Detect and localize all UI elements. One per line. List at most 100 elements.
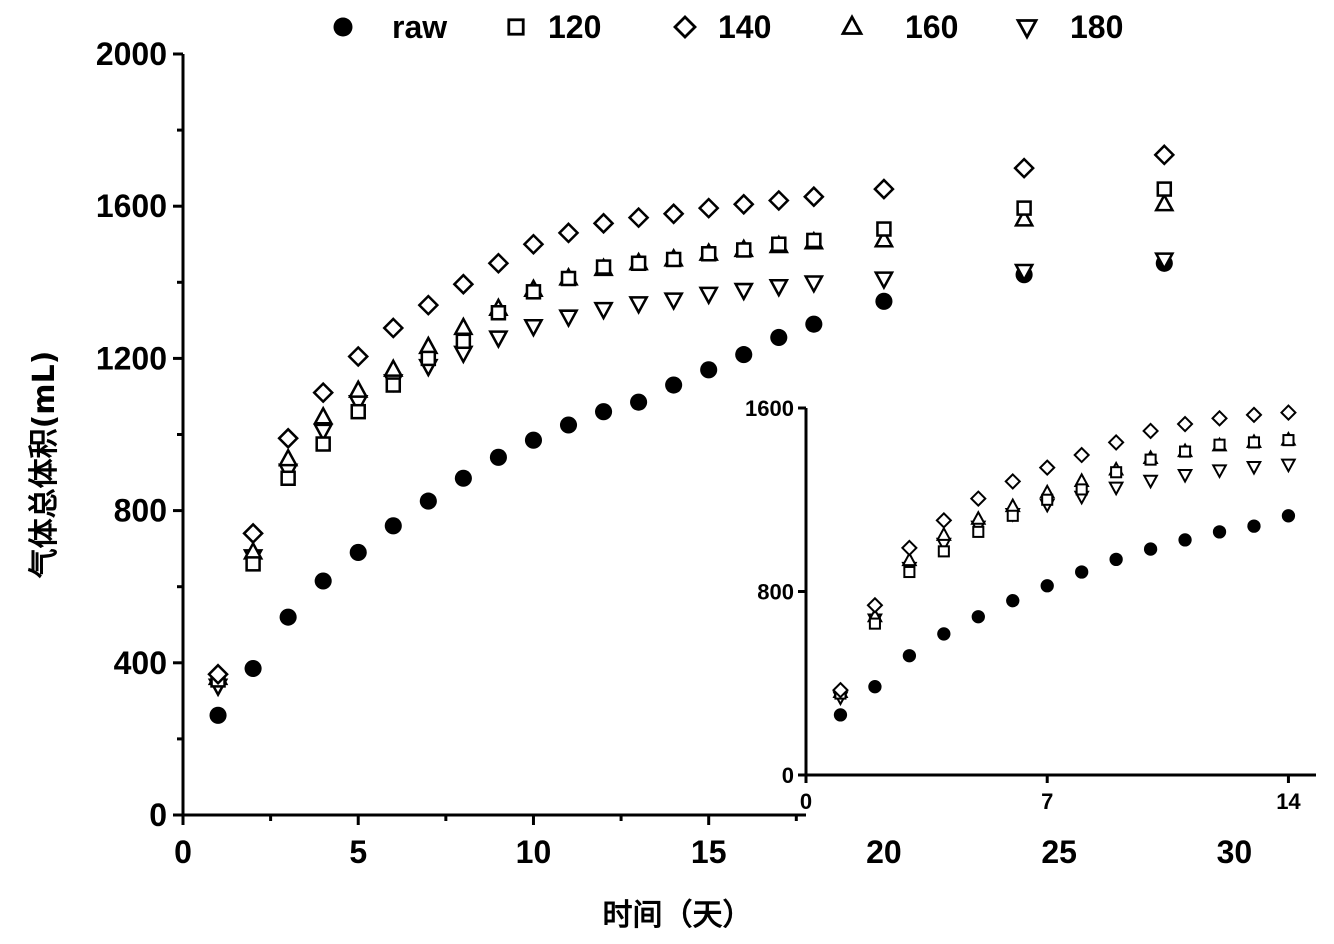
inset-data-point <box>1247 436 1261 449</box>
data-point <box>1154 192 1175 212</box>
data-point <box>453 316 474 336</box>
inset-data-point <box>1038 459 1056 477</box>
data-point <box>1016 200 1032 216</box>
y-tick-label: 0 <box>149 797 167 833</box>
inset-data-point <box>1176 415 1194 433</box>
data-point <box>207 663 229 685</box>
inset-x-tick-label: 14 <box>1276 789 1301 814</box>
data-point <box>768 189 790 212</box>
data-point <box>700 246 717 262</box>
inset-y-tick-label: 800 <box>757 580 794 605</box>
inset-data-point <box>971 610 985 624</box>
data-point <box>733 282 754 302</box>
x-tick-label: 0 <box>174 834 192 870</box>
data-point <box>732 193 755 216</box>
data-point <box>383 358 404 377</box>
y-axis-title: 气体总体积(mL) <box>27 351 62 579</box>
data-point <box>277 427 299 450</box>
data-point <box>1013 207 1035 227</box>
y-tick-label: 400 <box>114 645 167 681</box>
inset-data-point <box>901 551 918 567</box>
data-point <box>525 284 542 300</box>
data-point <box>557 222 580 244</box>
data-point <box>1013 263 1035 283</box>
data-point <box>559 416 578 434</box>
legend-label: 160 <box>905 9 958 45</box>
inset-data-point <box>1245 406 1263 424</box>
inset-data-point <box>868 680 882 694</box>
inset-series-120 <box>834 434 1295 700</box>
data-point <box>455 333 472 350</box>
series-120 <box>210 181 1173 688</box>
inset-data-point <box>1281 509 1296 523</box>
data-point <box>595 403 613 421</box>
data-point <box>245 556 261 572</box>
inset-data-point <box>1006 594 1020 608</box>
data-point <box>873 228 895 248</box>
data-point <box>385 377 402 393</box>
inset-y-tick-label: 1600 <box>745 396 794 421</box>
data-point <box>350 403 366 420</box>
inset-data-point <box>1280 404 1297 422</box>
data-point <box>523 318 544 338</box>
inset-data-point <box>1075 565 1089 579</box>
data-point <box>454 469 472 487</box>
data-point <box>279 608 297 626</box>
inset-series-raw <box>833 509 1296 722</box>
main-plot: 0 400 800 1200 1600 2000 0 5 10 15 20 25 30 时间（天） 气体总体… <box>27 36 1322 933</box>
inset-data-point <box>1142 422 1160 440</box>
inset-data-point <box>937 627 951 641</box>
data-point <box>630 393 648 411</box>
legend-label: 140 <box>718 9 771 45</box>
inset-data-point <box>937 545 950 558</box>
inset-data-point <box>1109 552 1123 567</box>
inset-data-point <box>1006 509 1019 522</box>
data-point <box>663 292 684 312</box>
inset-data-point <box>935 511 953 529</box>
inset-data-point <box>833 708 848 722</box>
data-point <box>242 522 264 545</box>
data-point <box>700 361 718 379</box>
inset-x-tick-label: 0 <box>800 789 812 814</box>
inset-data-point <box>866 596 884 614</box>
data-point <box>770 328 788 347</box>
inset-data-point <box>1213 438 1226 451</box>
data-point <box>698 286 719 306</box>
x-tick-label: 10 <box>516 834 552 870</box>
data-point <box>628 296 649 315</box>
inset-data-point <box>1041 493 1054 506</box>
data-point <box>662 203 685 225</box>
legend-marker <box>673 15 697 39</box>
data-point <box>453 345 474 365</box>
data-point <box>244 659 262 678</box>
data-point <box>490 305 507 321</box>
data-point <box>314 572 332 590</box>
x-tick-label: 25 <box>1041 834 1077 870</box>
inset-data-point <box>1040 579 1054 593</box>
inset-data-point <box>1110 466 1123 479</box>
data-point <box>630 255 647 272</box>
inset-data-point <box>969 490 987 508</box>
data-point <box>665 376 683 394</box>
inset-data-point <box>868 617 881 630</box>
data-point <box>312 423 334 443</box>
legend-marker <box>507 18 525 36</box>
x-tick-label: 15 <box>691 834 727 870</box>
inset-data-point <box>1280 458 1297 474</box>
data-point <box>489 448 507 466</box>
legend-marker <box>840 14 864 35</box>
data-point <box>315 436 331 452</box>
inset-data-point <box>902 649 917 663</box>
y-tick-label: 800 <box>114 493 167 529</box>
inset-data-point <box>900 539 918 557</box>
inset-x-tick-label: 7 <box>1041 789 1053 814</box>
legend-marker <box>333 17 353 37</box>
data-point <box>384 517 402 535</box>
data-point <box>420 350 437 367</box>
inset-data-point <box>1177 468 1194 484</box>
x-tick-label: 20 <box>866 834 902 870</box>
inset-data-point <box>1143 542 1158 556</box>
data-point <box>209 706 227 724</box>
legend-label: raw <box>392 9 447 45</box>
data-point <box>735 242 752 258</box>
